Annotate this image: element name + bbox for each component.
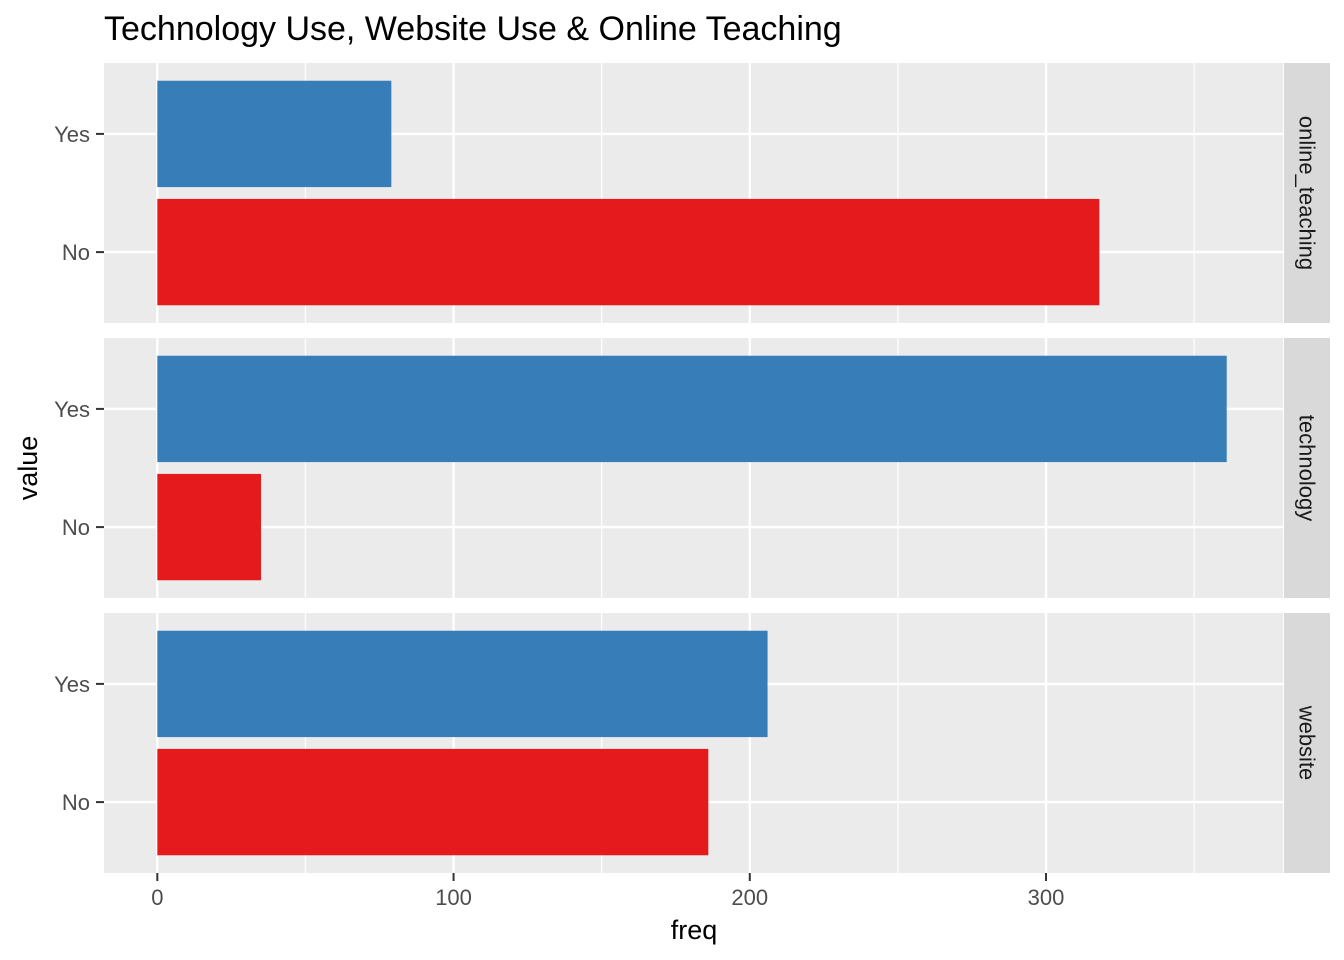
facet-strip [1284, 613, 1330, 873]
x-tick-label: 0 [151, 885, 163, 910]
x-tick-label: 100 [435, 885, 472, 910]
y-tick-label: Yes [54, 672, 90, 697]
y-axis-title: value [13, 436, 43, 501]
bar-technology-no [157, 473, 262, 581]
facet-panel-online_teaching: No Yes online_teaching [54, 63, 1330, 323]
bar-technology-yes [157, 355, 1227, 463]
x-axis: 0 100 200 300 [151, 873, 1064, 910]
y-tick-label: Yes [54, 397, 90, 422]
bar-online_teaching-yes [157, 80, 392, 188]
bar-website-yes [157, 630, 768, 738]
y-tick-label: No [62, 240, 90, 265]
facet-strip-label: online_teaching [1295, 116, 1320, 270]
facet-strip [1284, 63, 1330, 323]
facet-strip [1284, 338, 1330, 598]
y-tick-label: No [62, 515, 90, 540]
facet-panel-website: No Yes website [54, 613, 1330, 873]
y-tick-label: No [62, 790, 90, 815]
x-axis-title: freq [671, 915, 718, 945]
bar-website-no [157, 748, 709, 856]
facet-strip-label: website [1295, 705, 1320, 781]
facet-strip-label: technology [1295, 415, 1320, 521]
facet-panels: No Yes online_teaching No Yes technology No Yes… [54, 63, 1330, 873]
facet-panel-technology: No Yes technology [54, 338, 1330, 598]
chart-title: Technology Use, Website Use & Online Tea… [104, 10, 842, 48]
bar-online_teaching-no [157, 198, 1100, 306]
x-tick-label: 300 [1028, 885, 1065, 910]
y-tick-label: Yes [54, 122, 90, 147]
x-tick-label: 200 [731, 885, 768, 910]
